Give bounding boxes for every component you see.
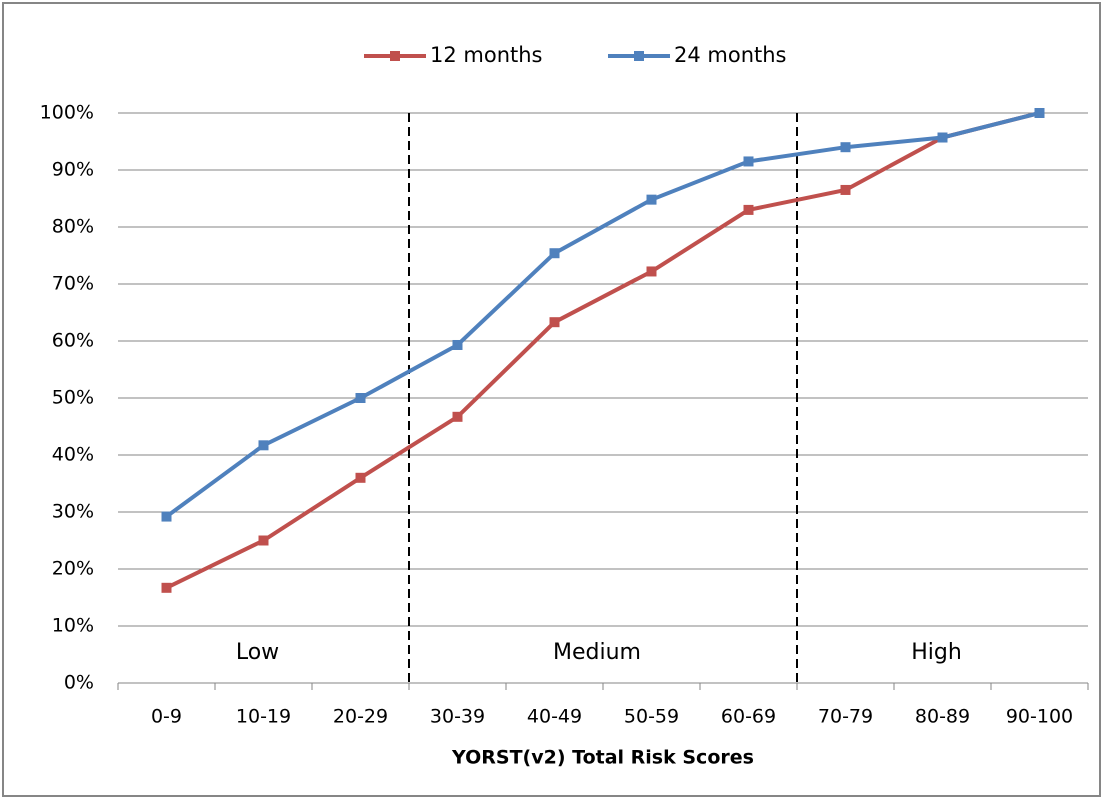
y-tick-label: 70%: [52, 273, 94, 295]
data-point: [840, 184, 851, 195]
y-tick-label: 60%: [52, 330, 94, 352]
legend-label: 12 months: [430, 43, 543, 67]
data-point: [355, 472, 366, 483]
y-tick-label: 10%: [52, 615, 94, 637]
region-label: Medium: [553, 640, 641, 665]
data-point: [258, 440, 269, 451]
data-point: [937, 132, 948, 143]
data-point: [743, 204, 754, 215]
x-tick-label: 30-39: [430, 706, 485, 728]
y-tick-label: 80%: [52, 216, 94, 238]
data-point: [258, 535, 269, 546]
data-point: [355, 393, 366, 403]
data-point: [743, 156, 754, 167]
y-tick-label: 30%: [52, 501, 94, 523]
data-point: [161, 511, 172, 522]
data-point: [1034, 108, 1045, 118]
y-tick-label: 50%: [52, 387, 94, 409]
data-point: [646, 194, 657, 205]
y-tick-label: 20%: [52, 558, 94, 580]
series-line: [165, 111, 1040, 519]
data-point: [549, 248, 560, 259]
region-label: Low: [236, 640, 279, 665]
y-tick-label: 100%: [40, 102, 94, 124]
y-tick-label: 40%: [52, 444, 94, 466]
data-point: [161, 582, 172, 593]
x-tick-label: 80-89: [915, 706, 970, 728]
x-tick-label: 0-9: [151, 706, 182, 728]
x-axis-title: YORST(v2) Total Risk Scores: [451, 747, 754, 769]
x-tick-label: 90-100: [1006, 706, 1073, 728]
data-point: [549, 317, 560, 328]
x-tick-label: 60-69: [721, 706, 776, 728]
data-point: [646, 266, 657, 277]
series-line: [165, 111, 1040, 590]
legend-marker: [390, 51, 400, 61]
region-label: High: [911, 640, 962, 665]
data-point: [840, 142, 851, 153]
x-tick-label: 50-59: [624, 706, 679, 728]
data-point: [452, 339, 463, 350]
x-tick-label: 20-29: [333, 706, 388, 728]
x-tick-label: 10-19: [236, 706, 291, 728]
y-tick-label: 90%: [52, 159, 94, 181]
x-tick-label: 40-49: [527, 706, 582, 728]
x-tick-label: 70-79: [818, 706, 873, 728]
legend-marker: [634, 51, 644, 61]
legend-label: 24 months: [674, 43, 787, 67]
y-tick-label: 0%: [64, 672, 94, 694]
data-point: [452, 411, 463, 422]
